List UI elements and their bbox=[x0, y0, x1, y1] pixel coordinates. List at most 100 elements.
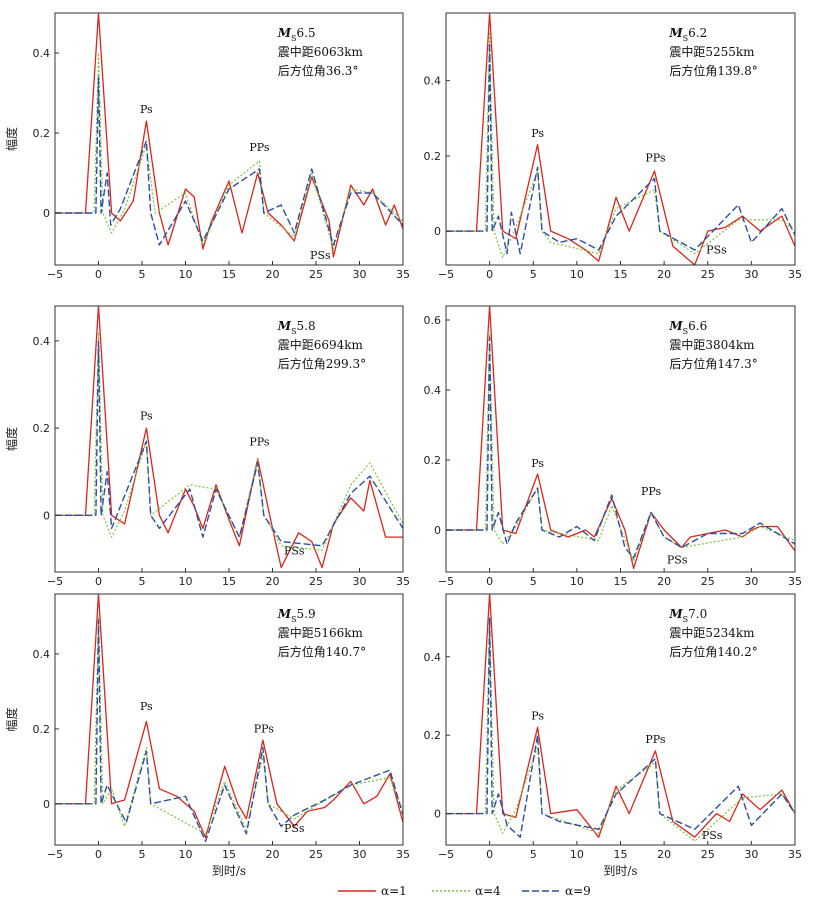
x-tick-label: 20 bbox=[266, 575, 280, 588]
phase-label-pss: PSs bbox=[706, 244, 727, 257]
epicentral-distance-label: 震中距5255km bbox=[669, 44, 755, 59]
x-tick-label: 30 bbox=[353, 268, 367, 281]
y-tick-label: 0.4 bbox=[424, 384, 442, 397]
x-tick-label: −5 bbox=[47, 848, 63, 861]
x-tick-label: 25 bbox=[701, 575, 715, 588]
epicentral-distance-label: 震中距5234km bbox=[669, 625, 755, 640]
epicentral-distance-label: 震中距6694km bbox=[278, 337, 364, 352]
legend-label-α-9: α=9 bbox=[565, 884, 591, 898]
y-tick-label: 0.4 bbox=[424, 75, 442, 88]
x-tick-label: −5 bbox=[438, 268, 454, 281]
y-tick-label: 0 bbox=[434, 808, 441, 821]
phase-label-pss: PSs bbox=[284, 545, 305, 558]
x-tick-label: 10 bbox=[570, 575, 584, 588]
phase-label-ps: Ps bbox=[531, 127, 544, 140]
series-line-α-1 bbox=[55, 306, 403, 569]
series-line-α-4 bbox=[446, 616, 795, 842]
y-tick-label: 0.4 bbox=[33, 648, 51, 661]
y-axis-label: 幅度 bbox=[4, 707, 19, 731]
back-azimuth-label: 后方位角140.7° bbox=[278, 644, 366, 659]
back-azimuth-label: 后方位角147.3° bbox=[669, 356, 757, 371]
y-tick-label: 0 bbox=[43, 798, 50, 811]
series-group bbox=[446, 306, 795, 570]
x-tick-label: 5 bbox=[530, 575, 537, 588]
series-line-α-4 bbox=[446, 333, 795, 563]
y-tick-label: 0.6 bbox=[424, 314, 442, 327]
series-line-α-9 bbox=[446, 616, 795, 838]
back-azimuth-label: 后方位角36.3° bbox=[278, 63, 359, 78]
series-line-α-9 bbox=[446, 336, 795, 559]
series-line-α-1 bbox=[55, 13, 403, 258]
x-tick-label: 35 bbox=[396, 848, 410, 861]
x-tick-label: 0 bbox=[486, 268, 493, 281]
epicentral-distance-label: 震中距5166km bbox=[278, 625, 364, 640]
epicentral-distance-label: 震中距3804km bbox=[669, 337, 755, 352]
x-tick-label: 30 bbox=[744, 268, 758, 281]
phase-label-pps: PPs bbox=[254, 723, 275, 736]
x-tick-label: 0 bbox=[95, 848, 102, 861]
x-tick-label: 25 bbox=[309, 575, 323, 588]
y-tick-label: 0 bbox=[434, 225, 441, 238]
x-tick-label: 35 bbox=[396, 268, 410, 281]
x-tick-label: 35 bbox=[788, 575, 802, 588]
y-axis-label: 幅度 bbox=[4, 127, 19, 151]
series-line-α-9 bbox=[55, 340, 403, 547]
magnitude-label: MS5.8 bbox=[277, 319, 316, 336]
phase-label-ps: Ps bbox=[531, 710, 544, 723]
phase-label-ps: Ps bbox=[140, 700, 153, 713]
x-tick-label: 20 bbox=[657, 848, 671, 861]
series-line-α-1 bbox=[446, 594, 795, 838]
series-line-α-4 bbox=[55, 52, 403, 250]
x-tick-label: −5 bbox=[47, 575, 63, 588]
x-tick-label: 30 bbox=[744, 575, 758, 588]
y-tick-label: 0.2 bbox=[33, 127, 51, 140]
x-tick-label: 5 bbox=[530, 848, 537, 861]
x-tick-label: 20 bbox=[266, 268, 280, 281]
magnitude-label: MS6.2 bbox=[668, 26, 707, 43]
phase-label-ps: Ps bbox=[140, 409, 153, 422]
x-tick-label: 5 bbox=[139, 575, 146, 588]
y-tick-label: 0.2 bbox=[424, 454, 442, 467]
y-tick-label: 0.2 bbox=[33, 723, 51, 736]
x-tick-label: −5 bbox=[438, 575, 454, 588]
phase-label-pps: PPs bbox=[641, 485, 662, 498]
x-tick-label: 15 bbox=[222, 848, 236, 861]
y-tick-label: 0.4 bbox=[33, 335, 51, 348]
x-tick-label: 25 bbox=[309, 268, 323, 281]
x-tick-label: 15 bbox=[614, 268, 628, 281]
legend: α=1 α=4 α=9 bbox=[338, 884, 591, 898]
x-tick-label: 10 bbox=[179, 268, 193, 281]
x-tick-label: −5 bbox=[47, 268, 63, 281]
x-tick-label: 5 bbox=[530, 268, 537, 281]
phase-label-ps: Ps bbox=[140, 103, 153, 116]
series-group bbox=[446, 13, 795, 265]
chart-panel-bottom-right: −5 0 5 10 15 20 25 30 35 0 0.2 0.4 到时/s MS7.0震中距5234k… bbox=[424, 593, 802, 878]
x-tick-label: 25 bbox=[701, 268, 715, 281]
series-group bbox=[55, 13, 403, 258]
x-tick-label: 20 bbox=[657, 575, 671, 588]
phase-label-pss: PSs bbox=[284, 822, 305, 835]
series-group bbox=[55, 594, 403, 842]
x-tick-label: 35 bbox=[788, 848, 802, 861]
x-tick-label: 10 bbox=[570, 268, 584, 281]
x-tick-label: 25 bbox=[309, 848, 323, 861]
phase-label-pss: PSs bbox=[702, 829, 723, 842]
series-line-α-9 bbox=[446, 42, 795, 255]
x-tick-label: −5 bbox=[438, 848, 454, 861]
y-tick-label: 0.2 bbox=[33, 422, 51, 435]
x-tick-label: 0 bbox=[486, 848, 493, 861]
magnitude-label: MS6.5 bbox=[277, 26, 316, 43]
x-tick-label: 0 bbox=[95, 268, 102, 281]
series-line-α-1 bbox=[55, 594, 403, 839]
series-line-α-9 bbox=[55, 76, 403, 246]
series-line-α-1 bbox=[446, 13, 795, 265]
y-tick-label: 0 bbox=[434, 524, 441, 537]
series-line-α-1 bbox=[446, 306, 795, 570]
y-tick-label: 0.2 bbox=[424, 150, 442, 163]
phase-label-pps: PPs bbox=[645, 152, 666, 165]
series-line-α-9 bbox=[55, 619, 403, 842]
x-tick-label: 15 bbox=[614, 848, 628, 861]
